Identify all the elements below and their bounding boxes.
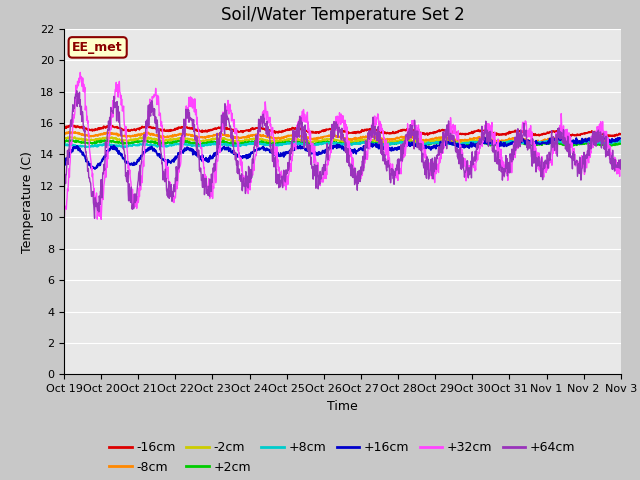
+32cm <box>502 169 510 175</box>
-8cm <box>184 132 192 138</box>
+8cm <box>552 139 559 145</box>
+32cm <box>552 139 559 144</box>
Line: +16cm: +16cm <box>64 136 621 169</box>
+64cm <box>502 165 510 171</box>
+32cm <box>429 159 437 165</box>
-8cm <box>605 141 612 146</box>
+8cm <box>246 140 254 145</box>
+32cm <box>60 213 68 219</box>
+2cm <box>605 143 612 149</box>
+8cm <box>171 142 179 147</box>
-2cm <box>184 136 192 142</box>
+8cm <box>184 142 192 147</box>
-16cm <box>611 133 618 139</box>
+32cm <box>247 180 255 185</box>
-2cm <box>617 140 625 145</box>
+16cm <box>91 166 99 172</box>
-2cm <box>106 134 113 140</box>
-8cm <box>60 132 68 137</box>
Line: -16cm: -16cm <box>64 125 621 136</box>
-16cm <box>184 125 192 131</box>
-8cm <box>429 136 437 142</box>
+2cm <box>429 140 437 146</box>
+8cm <box>502 140 509 145</box>
+64cm <box>617 166 625 172</box>
X-axis label: Time: Time <box>327 400 358 413</box>
-8cm <box>551 136 559 142</box>
-16cm <box>617 132 625 137</box>
+32cm <box>617 166 625 171</box>
-16cm <box>551 129 559 135</box>
-2cm <box>551 139 559 144</box>
Text: EE_met: EE_met <box>72 41 123 54</box>
+16cm <box>429 144 437 150</box>
-2cm <box>429 138 437 144</box>
+8cm <box>429 140 437 146</box>
+64cm <box>185 107 193 113</box>
+64cm <box>172 182 179 188</box>
+64cm <box>60 196 68 202</box>
-16cm <box>246 128 254 134</box>
+2cm <box>171 139 179 144</box>
Line: +2cm: +2cm <box>64 140 621 146</box>
Line: +64cm: +64cm <box>64 91 621 218</box>
+2cm <box>184 139 192 144</box>
+2cm <box>502 141 509 147</box>
+64cm <box>247 176 255 181</box>
Line: -2cm: -2cm <box>64 137 621 144</box>
-16cm <box>429 130 437 135</box>
-8cm <box>502 138 509 144</box>
+2cm <box>246 139 254 145</box>
-16cm <box>502 132 509 138</box>
Line: +32cm: +32cm <box>64 72 621 219</box>
+32cm <box>172 195 179 201</box>
+64cm <box>552 141 559 146</box>
-8cm <box>617 138 625 144</box>
-16cm <box>171 127 179 133</box>
Line: -8cm: -8cm <box>64 132 621 144</box>
+8cm <box>86 144 94 150</box>
+16cm <box>589 133 596 139</box>
+2cm <box>617 141 625 146</box>
+32cm <box>76 70 84 75</box>
+16cm <box>502 142 509 148</box>
+32cm <box>97 216 105 222</box>
+8cm <box>546 137 554 143</box>
Legend: -16cm, -8cm, -2cm, +2cm, +8cm, +16cm, +32cm, +64cm: -16cm, -8cm, -2cm, +2cm, +8cm, +16cm, +3… <box>104 436 580 479</box>
Title: Soil/Water Temperature Set 2: Soil/Water Temperature Set 2 <box>221 6 464 24</box>
+64cm <box>91 216 99 221</box>
-2cm <box>246 136 254 142</box>
+8cm <box>60 143 68 148</box>
+32cm <box>185 100 193 106</box>
-16cm <box>67 122 74 128</box>
+16cm <box>171 157 179 163</box>
+64cm <box>429 168 437 173</box>
-16cm <box>60 125 68 131</box>
-2cm <box>171 136 179 142</box>
+16cm <box>246 152 254 158</box>
-8cm <box>246 133 254 139</box>
+2cm <box>104 137 111 143</box>
-2cm <box>60 135 68 141</box>
+64cm <box>73 88 81 94</box>
-2cm <box>568 142 575 147</box>
-2cm <box>502 139 509 144</box>
Y-axis label: Temperature (C): Temperature (C) <box>22 151 35 252</box>
+16cm <box>551 137 559 143</box>
+16cm <box>60 163 68 169</box>
+16cm <box>184 146 192 152</box>
+2cm <box>60 139 68 145</box>
-8cm <box>65 129 73 134</box>
Line: +8cm: +8cm <box>64 140 621 147</box>
+2cm <box>551 141 559 146</box>
-8cm <box>171 132 179 137</box>
+16cm <box>617 136 625 142</box>
+8cm <box>617 138 625 144</box>
